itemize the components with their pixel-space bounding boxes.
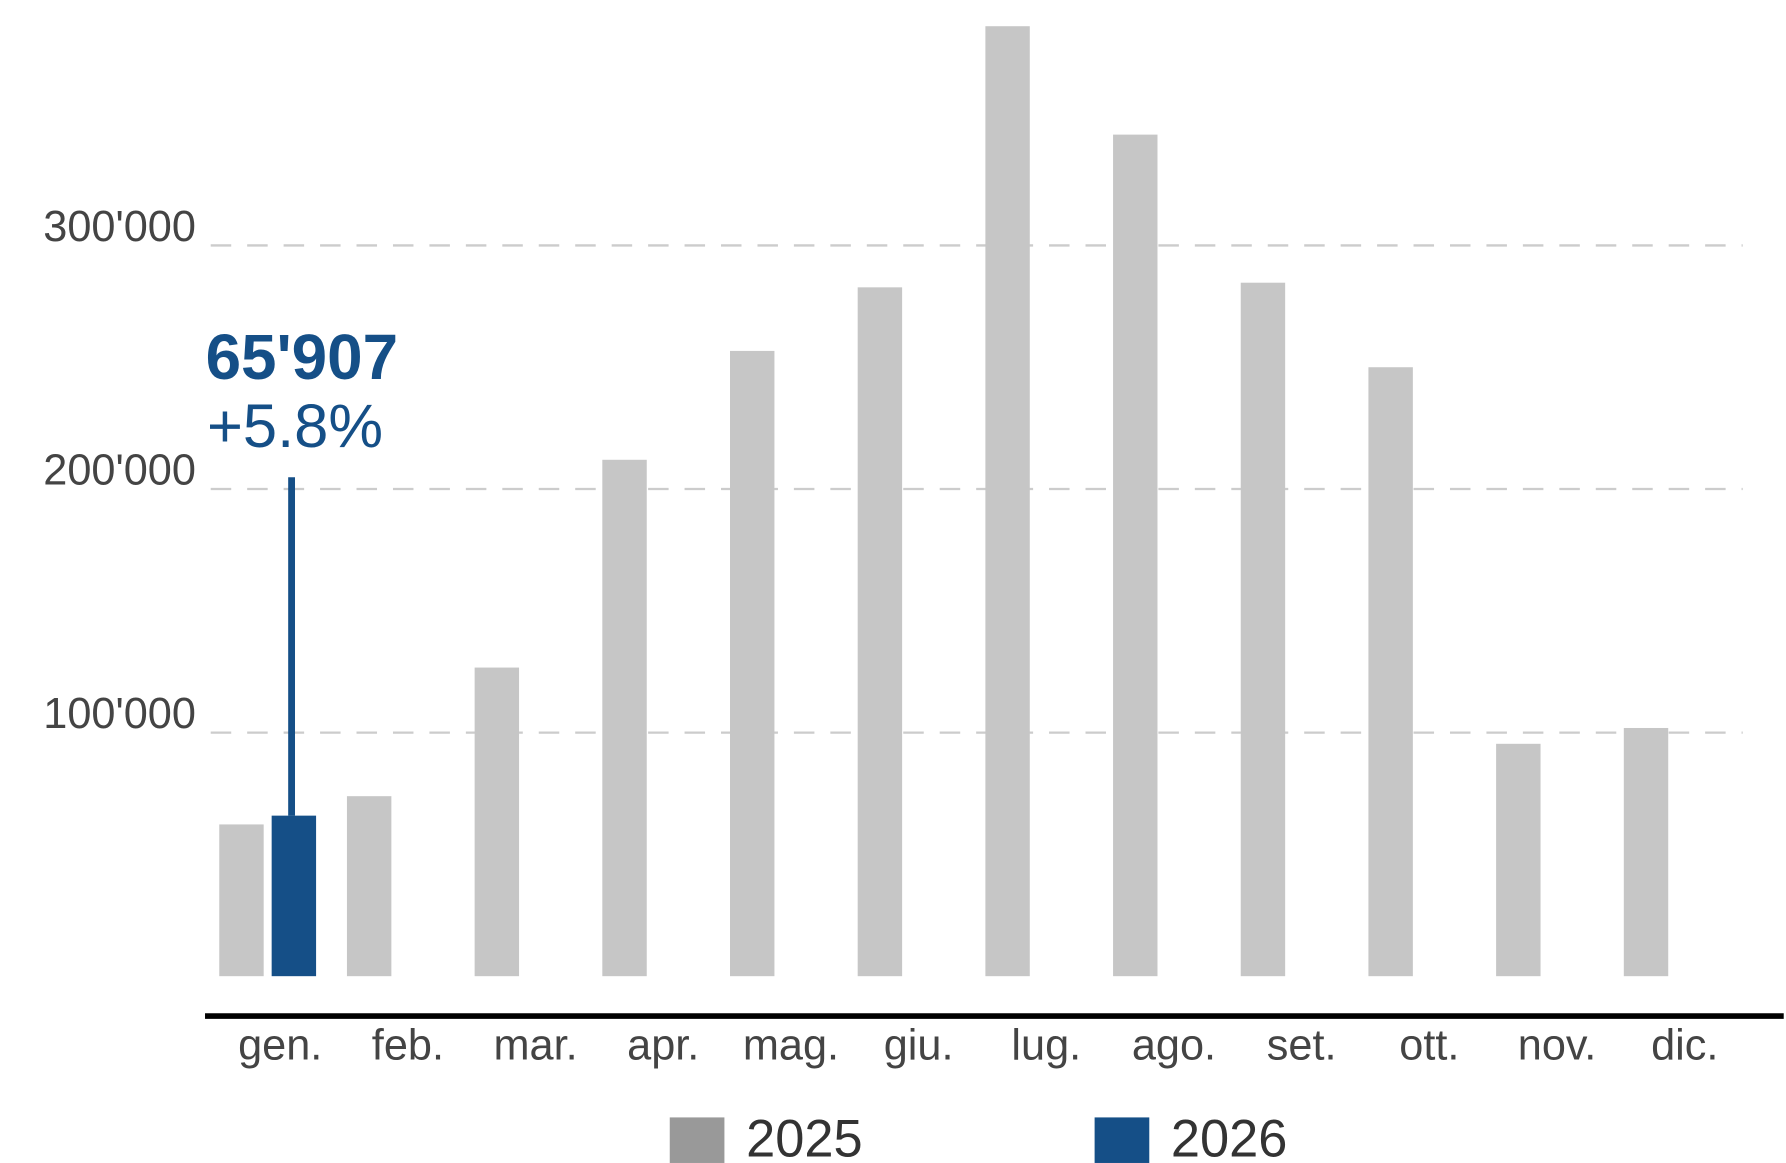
x-tick-label: dic. [1651,1021,1718,1069]
bar [857,287,903,977]
x-tick-label: lug. [1011,1021,1081,1069]
bar [346,796,392,977]
bar [474,667,520,977]
bar [985,26,1030,977]
legend-label: 2026 [1171,1110,1288,1163]
x-tick-label: set. [1267,1021,1337,1069]
x-tick-label: mag. [743,1021,839,1069]
bar [1240,282,1286,977]
bar [602,459,647,977]
x-tick-label: apr. [627,1021,699,1069]
bar [1496,743,1541,977]
bar [271,815,317,977]
y-tick-label: 300'000 [43,203,196,251]
x-tick-label: ago. [1132,1021,1216,1069]
bar [219,824,264,977]
bar [1623,727,1669,977]
bar [730,350,775,977]
bar [1113,134,1158,977]
x-tick-label: feb. [372,1021,444,1069]
x-tick-label: nov. [1518,1021,1597,1069]
legend-swatch [1094,1117,1150,1163]
bar [1368,367,1413,977]
x-tick-label: gen. [238,1021,322,1069]
y-tick-label: 100'000 [43,690,196,738]
x-tick-label: giu. [884,1021,954,1069]
legend-label: 2025 [746,1110,863,1163]
x-tick-label: mar. [493,1021,577,1069]
y-tick-label: 200'000 [43,447,196,495]
annotation: +5.8% [207,392,383,461]
value-label: 65'907 [206,321,398,393]
legend-swatch [669,1117,725,1163]
x-tick-label: ott. [1399,1021,1459,1069]
